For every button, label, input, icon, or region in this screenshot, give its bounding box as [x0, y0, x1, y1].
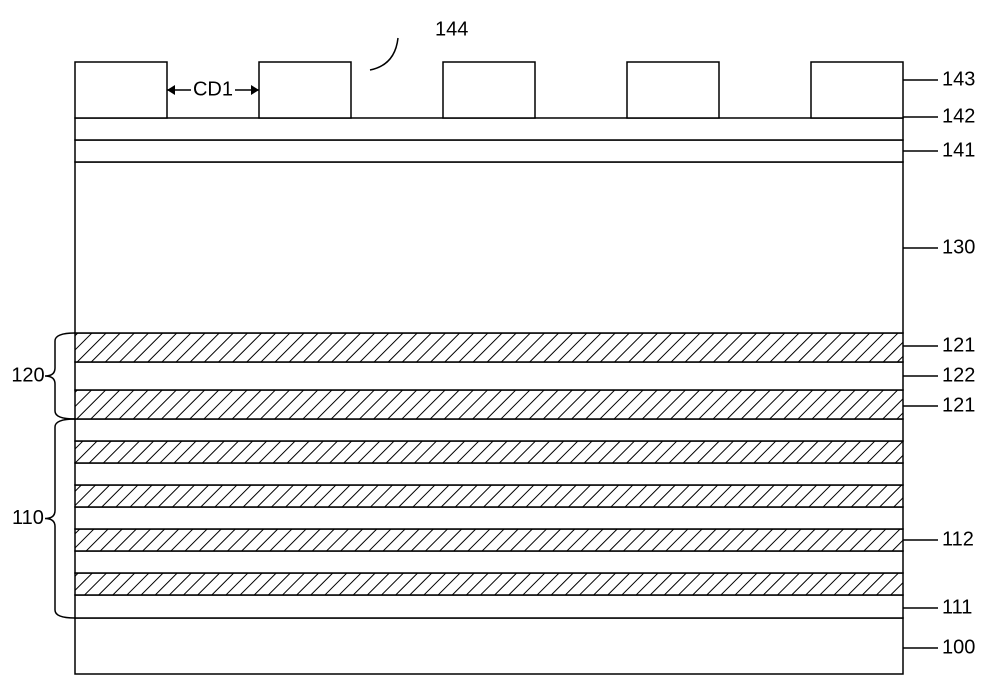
layer-121_lower: [75, 390, 903, 419]
layer-141: [75, 140, 903, 162]
layer-gap1: [75, 463, 903, 485]
callout-144-label: 144: [435, 18, 468, 40]
label-142-1: 142: [942, 105, 975, 127]
label-112-7: 112: [942, 528, 974, 550]
layer-110_top_white: [75, 419, 903, 441]
layer-100: [75, 618, 903, 674]
label-143-0: 143: [942, 68, 975, 90]
cd1-label: CD1: [193, 78, 233, 100]
label-141-2: 141: [942, 139, 975, 161]
layer-111_bottom: [75, 595, 903, 618]
block-143-2: [443, 62, 535, 118]
layer-130: [75, 162, 903, 333]
block-143-4: [811, 62, 903, 118]
brace-120: [45, 333, 75, 419]
label-122-5: 122: [942, 364, 975, 386]
layer-122: [75, 362, 903, 390]
layer-112_row4: [75, 573, 903, 595]
label-100-9: 100: [942, 636, 975, 658]
label-121-4: 121: [942, 334, 975, 356]
brace-label-110: 110: [12, 507, 44, 529]
cd1-arrow-right: [251, 85, 259, 95]
layer-121_upper: [75, 333, 903, 362]
layer-142: [75, 118, 903, 140]
label-121-6: 121: [942, 394, 975, 416]
layer-gap3: [75, 551, 903, 573]
layer-112_row2: [75, 485, 903, 507]
brace-110: [45, 419, 75, 618]
block-143-1: [259, 62, 351, 118]
cd1-arrow-left: [167, 85, 175, 95]
brace-label-120: 120: [11, 364, 44, 386]
label-130-3: 130: [942, 236, 975, 258]
layer-gap2: [75, 507, 903, 529]
layer-112_row3: [75, 529, 903, 551]
layer-112_row1: [75, 441, 903, 463]
label-111-8: 111: [942, 596, 972, 618]
block-143-0: [75, 62, 167, 118]
callout-144-curve: [370, 38, 398, 70]
block-143-3: [627, 62, 719, 118]
